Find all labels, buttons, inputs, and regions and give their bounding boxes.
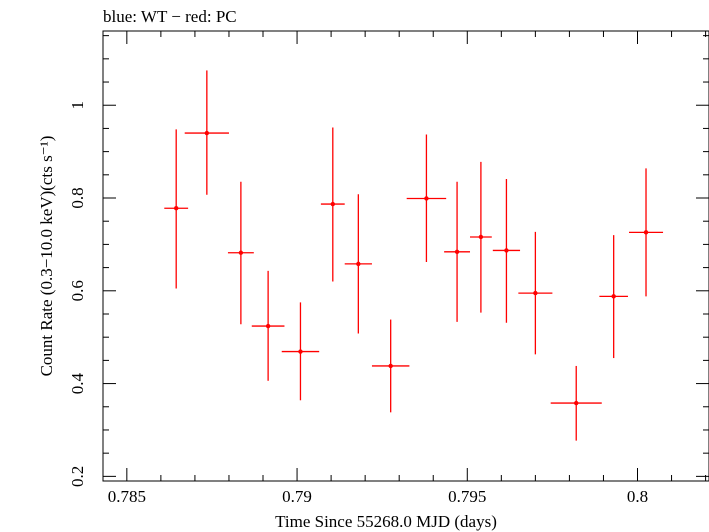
- data-point: [320, 127, 345, 282]
- x-tick-label: 0.795: [448, 487, 486, 506]
- data-marker: [265, 323, 271, 329]
- y-tick-label: 0.4: [68, 372, 87, 394]
- data-marker: [611, 294, 616, 299]
- data-marker: [504, 248, 509, 253]
- y-tick-label: 0.8: [68, 187, 87, 208]
- data-marker: [643, 230, 649, 235]
- data-point: [470, 161, 492, 313]
- data-marker: [424, 196, 429, 201]
- data-point: [492, 178, 521, 323]
- plot-frame: [102, 30, 709, 482]
- data-point: [164, 129, 189, 289]
- y-axis-label: Count Rate (0.3−10.0 keV)(cts s⁻¹): [37, 136, 56, 377]
- data-point: [444, 181, 471, 322]
- x-tick-label: 0.785: [108, 487, 146, 506]
- data-marker: [454, 249, 460, 255]
- y-tick-label: 0.2: [68, 466, 87, 487]
- data-point: [227, 181, 254, 325]
- x-axis-label: Time Since 55268.0 MJD (days): [275, 512, 497, 531]
- data-marker: [204, 130, 210, 136]
- data-marker: [388, 363, 393, 369]
- data-point: [406, 134, 447, 263]
- y-tick-label: 1: [68, 101, 87, 110]
- data-point: [371, 319, 410, 413]
- data-point: [344, 194, 372, 334]
- data-point: [599, 235, 628, 359]
- data-marker: [330, 201, 336, 207]
- x-tick-label: 0.79: [282, 487, 312, 506]
- data-point: [518, 231, 553, 355]
- chart-title: blue: WT − red: PC: [103, 7, 237, 26]
- data-marker: [533, 290, 538, 296]
- data-marker: [478, 234, 484, 240]
- y-tick-label: 0.6: [68, 280, 87, 301]
- data-point: [184, 70, 229, 195]
- axis-ticks: [103, 31, 709, 481]
- x-tick-label: 0.8: [627, 487, 648, 506]
- data-point: [251, 270, 285, 381]
- data-marker: [356, 261, 361, 267]
- axis-tick-labels: 0.785 0.79 0.795 0.8 0.2 0.4 0.6 0.8 1: [68, 101, 648, 506]
- data-point: [281, 302, 320, 401]
- data-marker: [238, 250, 244, 255]
- data-marker: [574, 400, 579, 406]
- data-point: [628, 168, 664, 297]
- data-marker: [173, 206, 179, 211]
- data-points: [164, 70, 664, 441]
- data-point: [550, 365, 602, 441]
- data-marker: [298, 349, 303, 354]
